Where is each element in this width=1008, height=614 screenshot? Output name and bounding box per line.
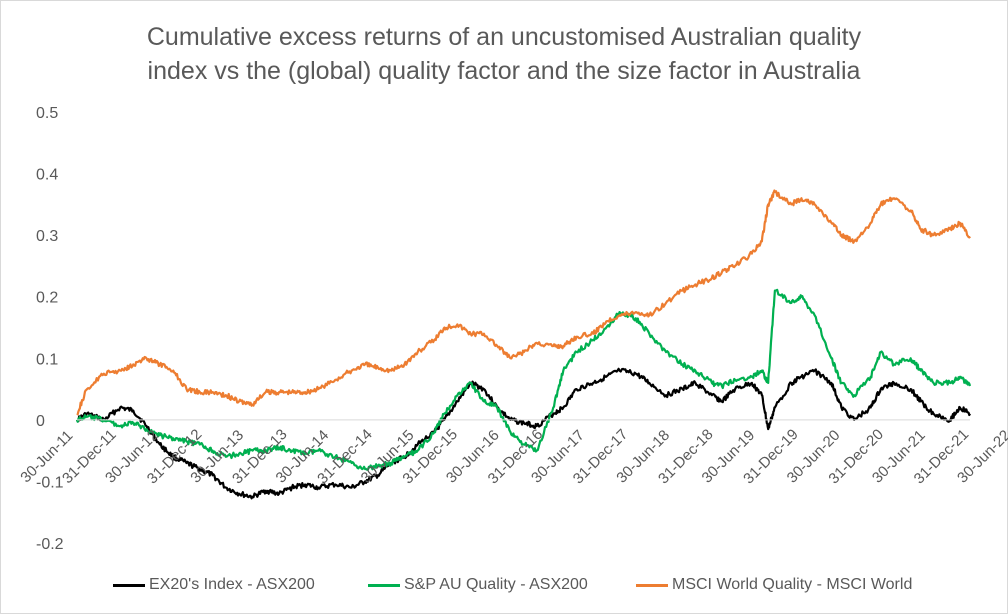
legend-label: EX20's Index - ASX200: [149, 576, 315, 593]
legend: EX20's Index - ASX200 S&P AU Quality - AS…: [0, 574, 1008, 596]
y-tick-label: 0.2: [36, 290, 58, 307]
legend-swatch: [113, 583, 145, 587]
y-tick-label: -0.2: [36, 536, 64, 553]
y-tick-label: 0.4: [36, 167, 58, 184]
series-line-2: [75, 288, 972, 471]
series-line-3: [76, 189, 971, 416]
legend-swatch: [368, 583, 400, 587]
legend-item: S&P AU Quality - ASX200: [368, 574, 588, 596]
y-tick-label: 0.5: [36, 105, 58, 122]
y-tick-label: 0.3: [36, 228, 58, 245]
legend-item: MSCI World Quality - MSCI World: [636, 574, 912, 596]
y-tick-label: 0: [36, 413, 45, 430]
y-tick-label: 0.1: [36, 351, 58, 368]
chart-title: Cumulative excess returns of an uncustom…: [0, 20, 1008, 88]
series-line-1: [76, 367, 971, 500]
y-tick-label: -0.1: [36, 474, 64, 491]
legend-label: MSCI World Quality - MSCI World: [672, 576, 913, 593]
chart-title-line-1: Cumulative excess returns of an uncustom…: [146, 23, 862, 51]
legend-swatch: [636, 583, 668, 587]
chart-title-line-2: index vs the (global) quality factor and…: [147, 57, 861, 85]
legend-label: S&P AU Quality - ASX200: [404, 576, 588, 593]
legend-item: EX20's Index - ASX200: [113, 574, 315, 596]
y-axis: -0.2 -0.1 0 0.1 0.2 0.3 0.4 0.5: [36, 105, 64, 553]
series-layer: [75, 189, 972, 500]
